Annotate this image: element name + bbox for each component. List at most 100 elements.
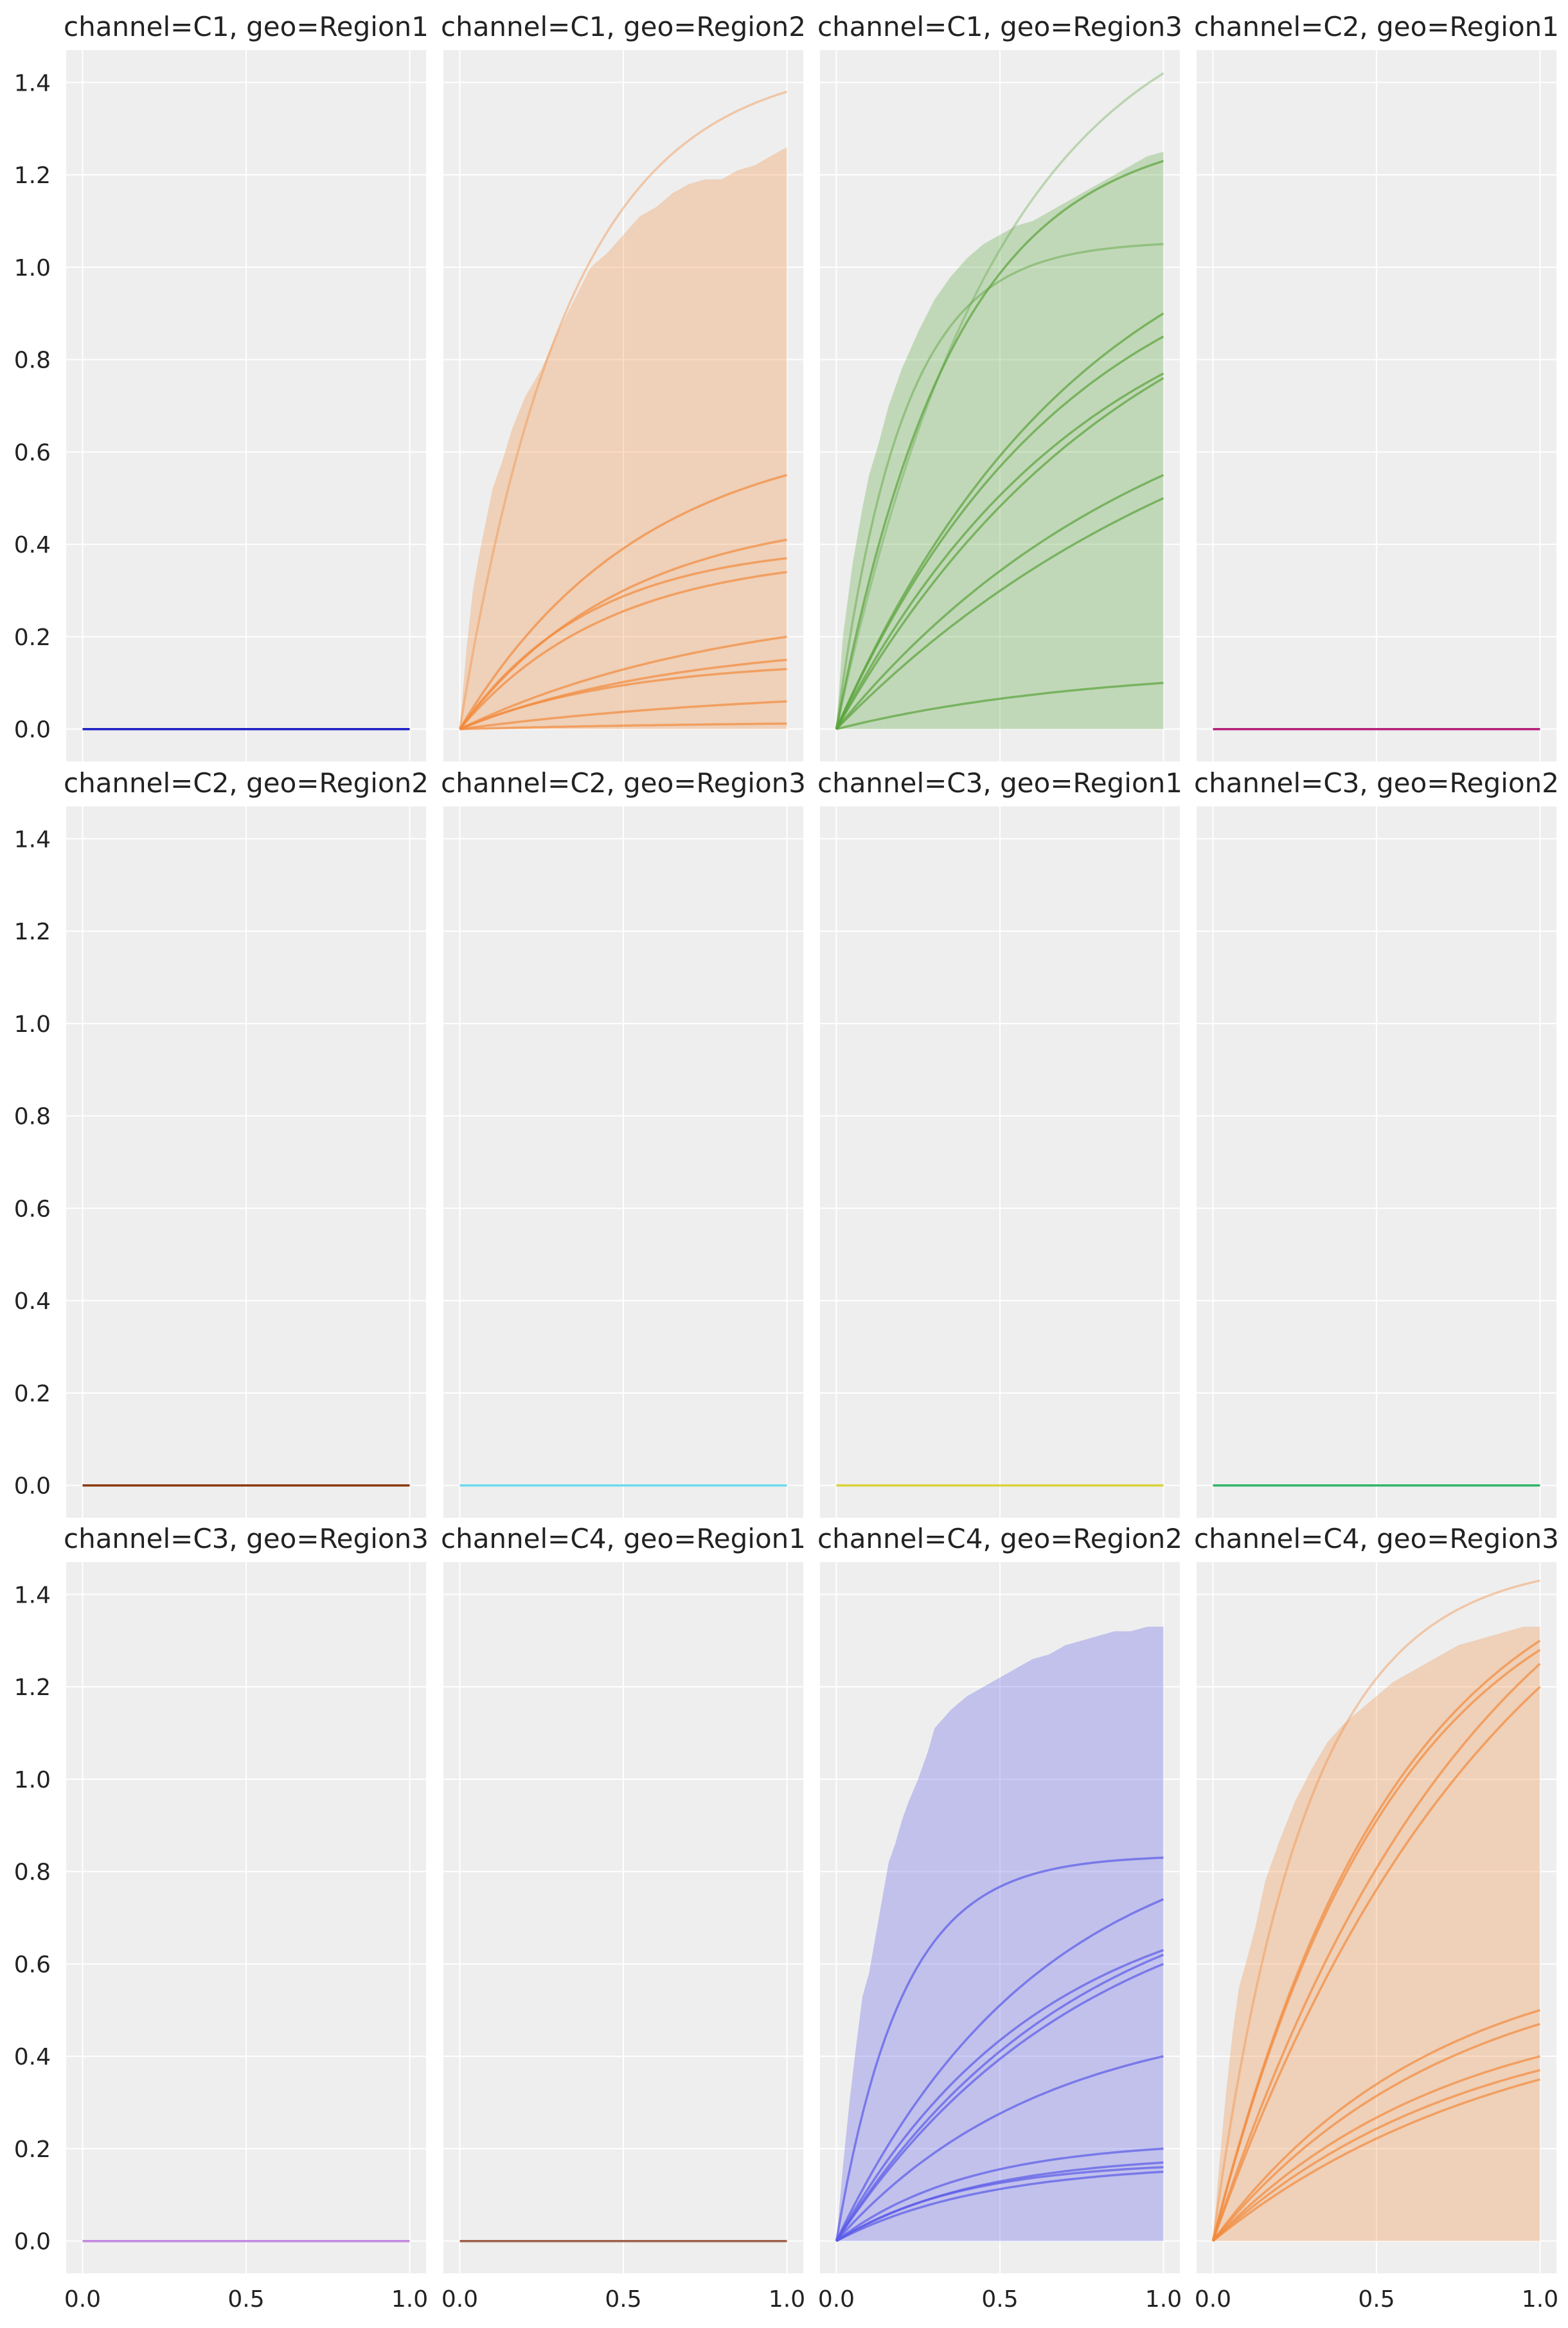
x-axis-label: x	[1369, 2320, 1384, 2328]
panel-1: channel=C1, geo=Region1 0.0 0.2 0.4 0.6 0.8 1.…	[14, 11, 429, 761]
series-line	[835, 159, 1164, 730]
y-tick-label: 0.2	[14, 1381, 51, 1407]
x-axis-label: x	[238, 2320, 254, 2328]
y-tick-label: 1.2	[14, 1675, 51, 1701]
series-line	[835, 1953, 1164, 2242]
x-axis-label: x	[992, 2320, 1008, 2328]
series-line	[1211, 1649, 1541, 2242]
series-line	[459, 556, 787, 730]
y-tick-label: 0.2	[14, 2137, 51, 2163]
y-tick-label: 0.0	[14, 1473, 51, 1500]
panel-3: channel=C1, geo=Region3	[817, 11, 1182, 761]
series-line	[1212, 2009, 1541, 2242]
x-tick-label: 1.0	[1522, 2286, 1558, 2313]
x-tick-label: 0.0	[441, 2286, 478, 2313]
x-tick-label: 1.0	[769, 2286, 805, 2313]
hdi-band	[836, 1626, 1164, 2241]
y-tick-label: 1.2	[14, 919, 51, 945]
series-line	[1212, 2055, 1540, 2242]
series-line	[835, 474, 1164, 730]
panel-5: channel=C2, geo=Region2 0.0 0.2 0.4 0.6 0.8 1.…	[14, 767, 429, 1518]
series-line	[835, 2165, 1164, 2243]
panel-title: channel=C4, geo=Region1	[441, 1523, 806, 1554]
series-line	[835, 1898, 1164, 2242]
x-tick-label: 1.0	[1145, 2286, 1182, 2313]
series-line	[459, 722, 787, 731]
y-tick-label: 1.2	[14, 163, 51, 189]
series-line	[459, 668, 787, 731]
panel-title: channel=C4, geo=Region3	[1194, 1523, 1559, 1554]
series-line	[835, 1856, 1164, 2242]
panel-title: channel=C2, geo=Region3	[441, 767, 806, 799]
panel-2: channel=C1, geo=Region2	[441, 11, 806, 761]
y-tick-label: 1.0	[14, 255, 51, 281]
y-tick-label: 0.6	[14, 1951, 51, 1978]
x-axis-label: x	[616, 2320, 631, 2328]
y-tick-label: 1.4	[14, 826, 51, 853]
y-tick-label: 0.6	[14, 1196, 51, 1222]
panel-title: channel=C2, geo=Region2	[64, 767, 429, 799]
hdi-band	[836, 152, 1164, 729]
panel-12: channel=C4, geo=Region3 0.0 0.5 1.0 x	[1194, 1523, 1559, 2328]
y-tick-label: 1.4	[14, 70, 51, 96]
x-tick-label: 0.5	[981, 2286, 1018, 2313]
y-tick-label: 0.8	[14, 1104, 51, 1130]
y-tick-label: 0.0	[14, 717, 51, 743]
series-line	[835, 312, 1164, 730]
panel-11: channel=C4, geo=Region2 0.0 0.5 1.0 x	[817, 1523, 1182, 2328]
panel-title: channel=C1, geo=Region3	[817, 11, 1182, 42]
panel-title: channel=C1, geo=Region2	[441, 11, 806, 42]
y-tick-label: 1.0	[14, 1011, 51, 1038]
series-line	[1212, 2023, 1541, 2242]
series-line	[835, 72, 1164, 730]
series-line	[458, 474, 787, 730]
panel-title: channel=C3, geo=Region2	[1194, 767, 1559, 799]
panel-8: channel=C3, geo=Region2	[1194, 767, 1559, 1518]
panel-4: channel=C2, geo=Region1	[1194, 11, 1559, 761]
y-tick-label: 0.6	[14, 440, 51, 466]
series-line	[1212, 2069, 1540, 2242]
x-tick-label: 0.5	[605, 2286, 641, 2313]
x-tick-label: 1.0	[391, 2286, 428, 2313]
x-tick-label: 0.5	[227, 2286, 264, 2313]
panel-title: channel=C2, geo=Region1	[1194, 11, 1559, 42]
y-tick-label: 0.0	[14, 2229, 51, 2255]
y-tick-label: 1.4	[14, 1582, 51, 1608]
x-tick-label: 0.0	[64, 2286, 101, 2313]
series-line	[1211, 1579, 1540, 2241]
series-line	[835, 2147, 1164, 2243]
series-line	[1211, 1685, 1541, 2242]
panel-10: channel=C4, geo=Region1 0.0 0.5 1.0 x	[441, 1523, 806, 2328]
panel-9: channel=C3, geo=Region3 0.0 0.2 0.4 0.6 0.8 1.…	[14, 1523, 429, 2328]
panel-title: channel=C3, geo=Region3	[64, 1523, 429, 1554]
series-line	[1212, 2078, 1540, 2243]
panel-title: channel=C4, geo=Region2	[817, 1523, 1182, 1554]
series-line	[835, 1949, 1164, 2242]
y-tick-label: 0.4	[14, 2044, 51, 2070]
series-line	[836, 682, 1164, 731]
series-line	[835, 243, 1164, 729]
y-tick-label: 0.2	[14, 625, 51, 651]
x-tick-label: 0.0	[818, 2286, 855, 2313]
panel-6: channel=C2, geo=Region3	[441, 767, 806, 1518]
panel-title: channel=C3, geo=Region1	[817, 767, 1182, 799]
series-line	[835, 1962, 1164, 2242]
series-line	[459, 571, 787, 730]
series-line	[458, 91, 788, 729]
y-tick-label: 0.4	[14, 532, 51, 558]
y-tick-label: 0.8	[14, 1860, 51, 1886]
x-tick-label: 0.5	[1358, 2286, 1394, 2313]
series-line	[835, 2055, 1164, 2242]
series-line	[835, 372, 1164, 730]
y-tick-label: 1.0	[14, 1767, 51, 1793]
panel-title: channel=C1, geo=Region1	[64, 11, 429, 42]
panel-7: channel=C3, geo=Region1	[817, 767, 1182, 1518]
hdi-band	[1213, 1626, 1540, 2241]
series-line	[835, 377, 1164, 730]
series-line	[835, 335, 1164, 730]
hdi-band	[459, 147, 787, 729]
y-tick-label: 0.4	[14, 1288, 51, 1315]
y-tick-label: 0.8	[14, 348, 51, 374]
series-line	[459, 635, 787, 731]
